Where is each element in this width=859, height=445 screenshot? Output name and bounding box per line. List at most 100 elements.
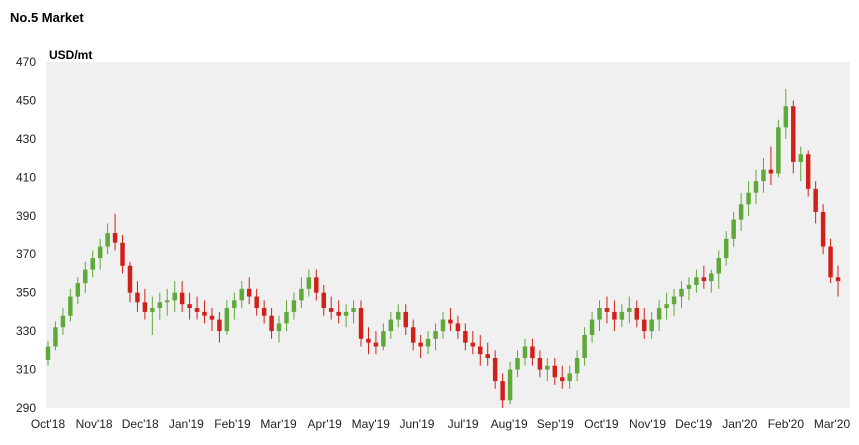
candle-body [314,277,319,293]
x-tick-label: Jul'19 [448,417,479,431]
candle [142,288,148,320]
candle-body [217,319,222,332]
candle [731,211,736,247]
candle [150,296,155,335]
candle [619,304,625,328]
candle [567,365,572,389]
candle [612,300,617,332]
candle [358,300,364,347]
x-axis: Oct'18 Nov'18 Dec'18 Jan'19 Feb'19 Mar'19 Apr'… [31,417,851,431]
candle-body [448,319,453,324]
candle-body [328,308,334,312]
candle-body [60,315,66,328]
candle-body [239,288,245,301]
candle-body [671,296,677,305]
x-tick-label: May'19 [352,417,391,431]
x-tick-label: Mar'20 [814,417,851,431]
candle-body [835,277,841,282]
candle-body [694,277,699,285]
candle [448,308,453,332]
candle-body [321,292,326,309]
y-tick-label: 290 [16,401,36,415]
candle-body [165,300,170,303]
candle [157,292,163,320]
candle-body [425,338,431,347]
x-tick-label: Nov'18 [76,417,113,431]
candle-body [336,311,341,316]
candle-body [798,154,803,162]
candle [276,315,282,343]
candle [552,358,558,385]
candle-body [805,154,811,189]
candle [723,231,729,266]
candle-body [634,308,640,320]
y-tick-label: 470 [16,55,36,69]
candle-body [515,358,520,370]
candle [314,269,319,301]
candle [694,269,699,293]
candle-body [641,319,647,332]
candle [485,342,490,366]
x-tick-label: Oct'19 [584,417,619,431]
candles [45,88,841,408]
candle [224,300,230,335]
candle-body [612,311,617,320]
candle [425,331,431,355]
candle [753,169,759,205]
candle-body [120,242,125,266]
candle-body [68,296,73,316]
candle [515,350,520,378]
candle-body [135,292,140,303]
candle-body [150,308,155,312]
candle [60,308,66,335]
x-tick-label: Jan'19 [169,417,204,431]
candle [500,373,505,408]
candle-body [813,188,818,212]
plot-area [46,62,850,408]
candle-body [418,342,423,347]
candle-body [142,302,148,312]
candle-body [761,169,766,182]
candle-body [582,334,587,359]
candle [433,323,438,351]
y-axis: 290 310 330 350 370 390 410 430 450 470 [16,55,36,415]
candle-body [753,181,759,193]
candle [321,284,326,316]
candle [269,308,274,339]
candle [627,296,632,324]
y-tick-label: 310 [16,363,36,377]
candle-body [396,311,401,320]
candle [172,281,177,312]
candle-body [470,342,476,347]
candle-body [366,338,371,343]
candle-body [157,302,163,309]
candle [798,146,803,182]
candle-body [604,308,610,312]
candle-body [597,308,602,320]
y-tick-label: 450 [16,93,36,107]
candle-body [820,211,826,247]
x-tick-label: Jan'20 [722,417,757,431]
candle-body [478,346,483,355]
candle [560,365,565,389]
candle-body [306,277,312,289]
candle [597,300,602,332]
candle-body [619,311,625,320]
x-tick-label: Oct'18 [31,417,66,431]
y-tick-label: 390 [16,209,36,223]
candle-body [485,354,490,359]
candle [403,304,408,335]
x-tick-label: Feb'19 [214,417,251,431]
candle-body [246,288,252,297]
candle-body [828,246,833,278]
candle [45,340,51,366]
x-tick-label: Dec'19 [675,417,712,431]
candle-body [194,308,200,312]
candle-body [209,315,215,320]
candle [373,331,379,355]
candle [53,321,58,351]
candle-body [202,311,207,316]
candle-body [291,300,297,312]
candle [530,338,535,366]
candle [820,204,826,255]
